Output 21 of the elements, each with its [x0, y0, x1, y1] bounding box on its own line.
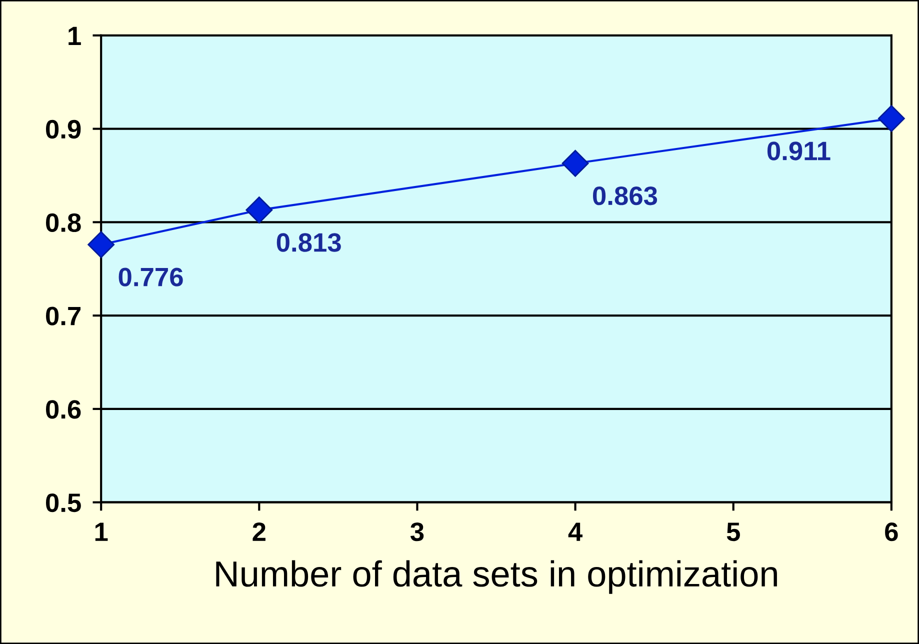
- x-axis-title: Number of data sets in optimization: [216, 560, 777, 594]
- y-tick-label: 0.9: [46, 120, 81, 139]
- point: [246, 196, 273, 224]
- data-label: 0.813: [276, 233, 341, 252]
- point: [88, 231, 115, 258]
- x-tick-label: 2: [252, 522, 266, 541]
- y-tick-label: 0.8: [46, 213, 81, 232]
- y-tick-label: 0.6: [46, 400, 81, 419]
- x-tick-label: 1: [95, 522, 108, 541]
- x-tick-label: 6: [885, 522, 898, 542]
- point: [562, 150, 589, 177]
- y-tick-label: 0.7: [46, 306, 80, 326]
- x-tick-label: 4: [568, 522, 582, 541]
- x-tick-label: 3: [410, 522, 424, 542]
- point: [878, 105, 905, 132]
- y-tick-label: 0.5: [46, 493, 81, 512]
- x-tick-label: 5: [726, 522, 740, 542]
- data-label: 0.776: [118, 268, 183, 286]
- data-label: 0.911: [767, 142, 830, 160]
- data-label: 0.863: [593, 186, 658, 206]
- y-tick-label: 1: [68, 26, 81, 45]
